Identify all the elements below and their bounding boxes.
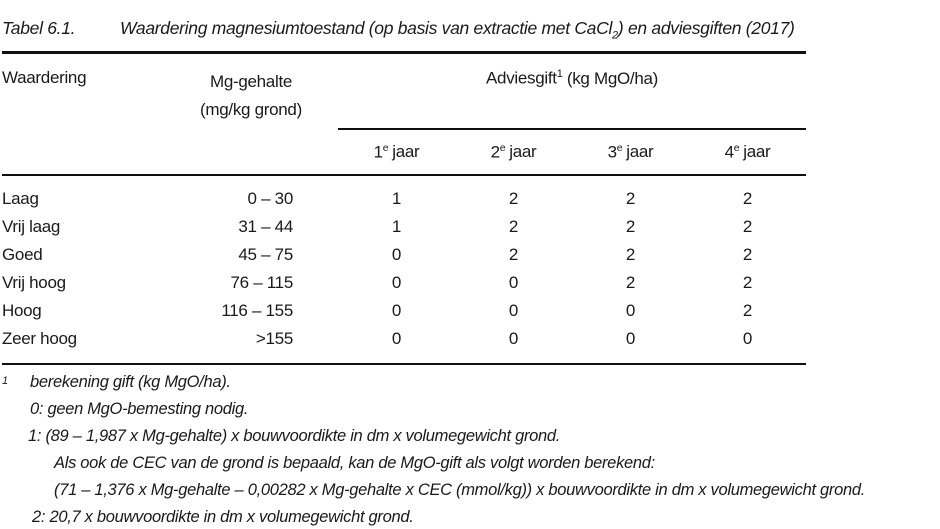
cell-jaar-4: 0	[742, 329, 753, 348]
cell-jaar-1: 0	[391, 273, 402, 292]
table-row: Vrij hoog 76 – 115 0 0 2 2	[2, 269, 806, 297]
footnote-ref-1: 1	[556, 68, 563, 80]
table-caption: Tabel 6.1. Waardering magnesiumtoestand …	[2, 16, 795, 48]
cell-jaar-1: 0	[391, 301, 402, 320]
cell-jaar-4: 2	[742, 189, 753, 208]
table-row: Laag 0 – 30 1 2 2 2	[2, 175, 806, 213]
cell-jaar-1: 0	[391, 329, 402, 348]
footnote-line: berekening gift (kg MgO/ha).	[30, 373, 231, 391]
cell-mg-gehalte: >155	[255, 329, 293, 348]
cell-jaar-2: 0	[508, 273, 519, 292]
cell-mg-gehalte: 0 – 30	[247, 189, 294, 208]
subscript-2: 2	[612, 29, 618, 42]
cell-jaar-4: 2	[742, 245, 753, 264]
footnote-line: Als ook de CEC van de grond is bepaald, …	[54, 454, 655, 472]
table-header: Waardering Mg-gehalte (mg/kg grond) Advi…	[2, 52, 806, 175]
cell-jaar-3: 2	[625, 217, 636, 236]
cell-jaar-3: 2	[625, 189, 636, 208]
cell-mg-gehalte: 116 – 155	[221, 301, 293, 320]
footnote-marker: 1	[2, 375, 8, 387]
cell-jaar-4: 2	[742, 273, 753, 292]
cell-jaar-2: 2	[508, 217, 519, 236]
cell-mg-gehalte: 45 – 75	[238, 245, 293, 264]
cell-waardering: Vrij laag	[2, 217, 61, 236]
footnote-line: 2: 20,7 x bouwvoordikte in dm x volumege…	[32, 508, 414, 526]
col-header-adviesgift: Adviesgift1 (kg MgO/ha)	[338, 52, 806, 130]
cell-jaar-1: 1	[391, 189, 402, 208]
footnote-line: 0: geen MgO-bemesting nodig.	[30, 400, 249, 418]
cell-jaar-2: 0	[508, 329, 519, 348]
table-row: Zeer hoog >155 0 0 0 0	[2, 325, 806, 364]
cell-jaar-3: 2	[625, 273, 636, 292]
advice-table: Waardering Mg-gehalte (mg/kg grond) Advi…	[2, 51, 806, 365]
table-number: Tabel 6.1.	[2, 18, 76, 38]
footnotes: 1 berekening gift (kg MgO/ha). 0: geen M…	[2, 369, 902, 529]
cell-jaar-2: 2	[508, 189, 519, 208]
col-header-jaar-4: 4e jaar	[724, 141, 771, 162]
cell-jaar-4: 2	[742, 217, 753, 236]
cell-jaar-4: 2	[742, 301, 753, 320]
footnote-line: (71 – 1,376 x Mg-gehalte – 0,00282 x Mg-…	[54, 481, 866, 499]
cell-mg-gehalte: 76 – 115	[230, 273, 293, 292]
col-header-mg-gehalte: Mg-gehalte (mg/kg grond)	[200, 72, 302, 119]
table-row: Hoog 116 – 155 0 0 0 2	[2, 297, 806, 325]
cell-jaar-3: 2	[625, 245, 636, 264]
cell-jaar-2: 2	[508, 245, 519, 264]
cell-jaar-2: 0	[508, 301, 519, 320]
cell-waardering: Goed	[2, 245, 43, 264]
col-header-waardering: Waardering	[2, 68, 87, 87]
cell-jaar-1: 0	[391, 245, 402, 264]
cell-mg-gehalte: 31 – 44	[238, 217, 293, 236]
table-row: Goed 45 – 75 0 2 2 2	[2, 241, 806, 269]
cell-waardering: Vrij hoog	[2, 273, 66, 292]
cell-waardering: Hoog	[2, 301, 42, 320]
cell-jaar-3: 0	[625, 329, 636, 348]
cell-waardering: Zeer hoog	[2, 329, 77, 348]
footnote-line: 1: (89 – 1,987 x Mg-gehalte) x bouwvoord…	[28, 427, 561, 445]
col-header-jaar-1: 1e jaar	[373, 141, 420, 162]
cell-jaar-3: 0	[625, 301, 636, 320]
col-header-jaar-2: 2e jaar	[490, 141, 537, 162]
table-row: Vrij laag 31 – 44 1 2 2 2	[2, 213, 806, 241]
col-header-jaar-3: 3e jaar	[607, 141, 654, 162]
cell-jaar-1: 1	[391, 217, 402, 236]
table-body: Laag 0 – 30 1 2 2 2 Vrij laag 31 – 44 1 2 2 2 Goed 45…	[2, 175, 806, 364]
cell-waardering: Laag	[2, 189, 39, 208]
table-title-text: Waardering magnesiumtoestand (op basis v…	[120, 18, 795, 42]
